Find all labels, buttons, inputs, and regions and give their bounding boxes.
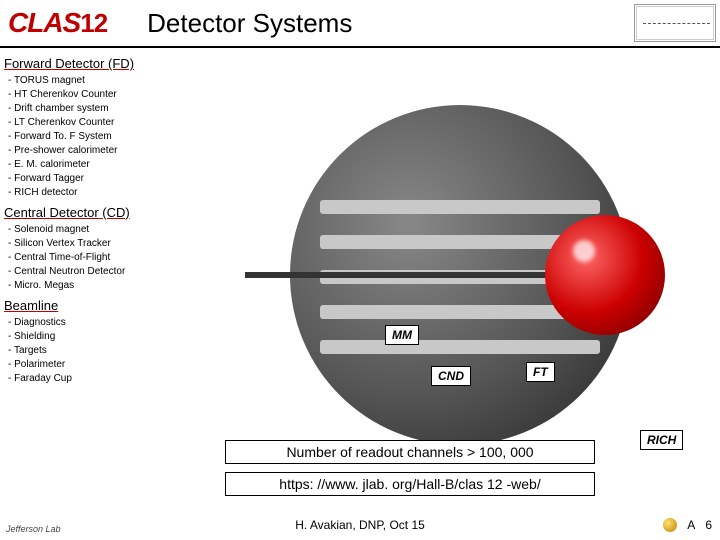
logo-number: 12 bbox=[80, 8, 107, 38]
list-item: LT Cherenkov Counter bbox=[8, 116, 182, 130]
logo: CLAS12 bbox=[8, 7, 107, 39]
detector-diagram bbox=[200, 60, 700, 480]
fd-list: TORUS magnet HT Cherenkov Counter Drift … bbox=[4, 74, 182, 200]
list-item: Shielding bbox=[8, 330, 182, 344]
label-mm: MM bbox=[385, 325, 419, 345]
beamline-title: Beamline bbox=[4, 298, 182, 313]
list-item: Central Time-of-Flight bbox=[8, 251, 182, 265]
footer-letter: A bbox=[687, 518, 695, 532]
list-item: Faraday Cup bbox=[8, 372, 182, 386]
list-item: TORUS magnet bbox=[8, 74, 182, 88]
header: CLAS12 Detector Systems bbox=[0, 0, 720, 48]
seal-icon bbox=[663, 518, 677, 532]
label-ft: FT bbox=[526, 362, 555, 382]
readout-banner: Number of readout channels > 100, 000 bbox=[225, 440, 595, 464]
beamline-list: Diagnostics Shielding Targets Polarimete… bbox=[4, 316, 182, 386]
red-endcap bbox=[545, 215, 665, 335]
list-item: RICH detector bbox=[8, 186, 182, 200]
list-item: HT Cherenkov Counter bbox=[8, 88, 182, 102]
list-item: Diagnostics bbox=[8, 316, 182, 330]
footer-author: H. Avakian, DNP, Oct 15 bbox=[0, 518, 720, 532]
page-number: 6 bbox=[705, 518, 712, 532]
list-item: E. M. calorimeter bbox=[8, 158, 182, 172]
label-rich: RICH bbox=[640, 430, 683, 450]
list-item: Drift chamber system bbox=[8, 102, 182, 116]
logo-text: CLAS bbox=[8, 7, 80, 38]
list-item: Forward Tagger bbox=[8, 172, 182, 186]
label-cnd: CND bbox=[431, 366, 471, 386]
fd-title: Forward Detector (FD) bbox=[4, 56, 182, 71]
list-item: Solenoid magnet bbox=[8, 223, 182, 237]
sidebar: Forward Detector (FD) TORUS magnet HT Ch… bbox=[0, 48, 186, 390]
thumbnail-chart bbox=[634, 4, 716, 42]
cd-list: Solenoid magnet Silicon Vertex Tracker C… bbox=[4, 223, 182, 293]
list-item: Polarimeter bbox=[8, 358, 182, 372]
list-item: Central Neutron Detector bbox=[8, 265, 182, 279]
cd-title: Central Detector (CD) bbox=[4, 205, 182, 220]
list-item: Targets bbox=[8, 344, 182, 358]
list-item: Micro. Megas bbox=[8, 279, 182, 293]
list-item: Forward To. F System bbox=[8, 130, 182, 144]
list-item: Pre-shower calorimeter bbox=[8, 144, 182, 158]
page-title: Detector Systems bbox=[147, 8, 352, 39]
list-item: Silicon Vertex Tracker bbox=[8, 237, 182, 251]
url-banner: https: //www. jlab. org/Hall-B/clas 12 -… bbox=[225, 472, 595, 496]
footer-right: A 6 bbox=[663, 518, 712, 532]
